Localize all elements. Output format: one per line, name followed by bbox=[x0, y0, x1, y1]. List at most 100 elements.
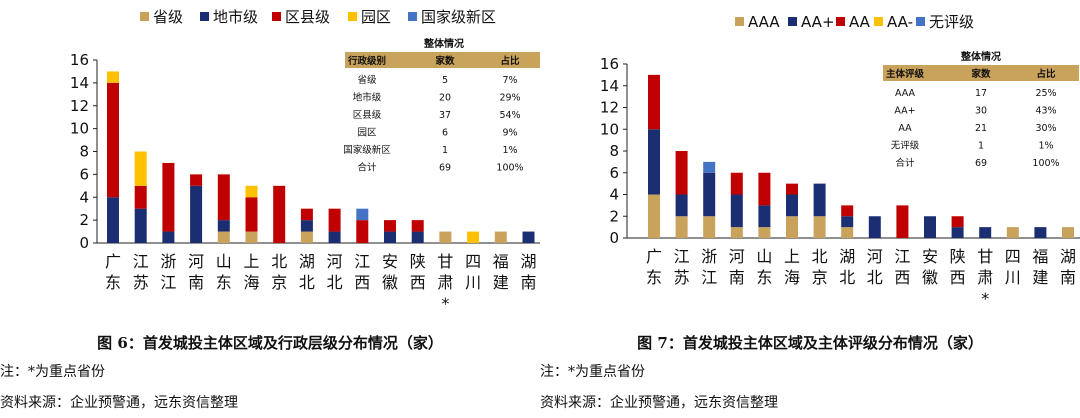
bar-segment bbox=[384, 220, 396, 232]
legend-swatch bbox=[348, 12, 357, 21]
bar-segment bbox=[467, 231, 480, 243]
bar-segment bbox=[951, 216, 964, 228]
bar-segment bbox=[979, 227, 992, 238]
table-cell: 1% bbox=[502, 145, 517, 156]
y-tick-label: 10 bbox=[70, 120, 89, 138]
bar-segment bbox=[190, 185, 203, 243]
x-tick-label: 上 bbox=[243, 252, 259, 271]
x-tick-label: 东 bbox=[105, 273, 121, 292]
bar-segment bbox=[896, 205, 909, 238]
legend-label: AA- bbox=[887, 13, 913, 31]
y-tick-label: 14 bbox=[70, 74, 89, 92]
bar-segment bbox=[134, 151, 147, 186]
footnote-right: 注：*为重点省份 bbox=[540, 364, 645, 380]
legend-swatch bbox=[140, 12, 149, 21]
bar-segment bbox=[134, 185, 147, 209]
x-tick-label: 徽 bbox=[382, 273, 398, 292]
bar-segment bbox=[841, 205, 854, 217]
chart-credit-rating: 0246810121416广东江苏浙江河南山东上海北京湖北河北江西安徽陕西甘肃*… bbox=[600, 13, 1080, 308]
bar-segment bbox=[675, 216, 688, 238]
bar-segment bbox=[384, 231, 396, 243]
x-tick-label: 河 bbox=[327, 252, 343, 271]
x-tick-label: 北 bbox=[812, 247, 828, 266]
x-tick-label: 江 bbox=[354, 252, 370, 271]
x-tick-label: 南 bbox=[188, 273, 204, 292]
table-cell: 43% bbox=[1035, 106, 1056, 117]
bar-segment bbox=[868, 216, 881, 238]
bar-segment bbox=[813, 183, 826, 217]
bar-segment bbox=[675, 151, 688, 195]
bar-segment bbox=[648, 74, 660, 130]
y-tick-label: 12 bbox=[70, 97, 89, 115]
x-tick-label: 广 bbox=[105, 252, 121, 271]
x-tick-label: 广 bbox=[646, 247, 662, 266]
table-cell: 5 bbox=[442, 75, 448, 86]
y-tick-label: 8 bbox=[79, 143, 89, 161]
table-header-cell: 行政级别 bbox=[347, 55, 386, 67]
bar-segment bbox=[300, 231, 313, 243]
x-tick-label: 江 bbox=[701, 268, 717, 287]
legend-label: 国家级新区 bbox=[421, 8, 496, 26]
legend-label: AAA bbox=[748, 13, 780, 31]
table-cell: 69 bbox=[439, 163, 451, 174]
x-tick-label: 南 bbox=[1060, 268, 1076, 287]
x-tick-label: 徽 bbox=[922, 268, 938, 287]
bar-segment bbox=[328, 231, 341, 243]
bar-segment bbox=[273, 185, 286, 243]
x-tick-label: 湖 bbox=[1060, 247, 1076, 266]
bar-segment bbox=[786, 216, 798, 238]
footnote-left: 注：*为重点省份 bbox=[0, 364, 105, 380]
bar-segment bbox=[1062, 227, 1074, 238]
table-title: 整体情况 bbox=[423, 37, 464, 50]
table-cell: 100% bbox=[496, 163, 523, 174]
table-cell: 29% bbox=[499, 93, 520, 104]
bar-segment bbox=[924, 216, 936, 238]
table-header-cell: 主体评级 bbox=[886, 68, 925, 80]
bar-segment bbox=[411, 220, 424, 232]
table-cell: 1 bbox=[978, 141, 984, 152]
y-tick-label: 16 bbox=[70, 51, 89, 69]
legend-swatch bbox=[272, 12, 281, 21]
x-tick-label: 江 bbox=[674, 247, 690, 266]
bar-segment bbox=[648, 129, 660, 195]
table-cell: 7% bbox=[502, 75, 517, 86]
x-tick-label: 山 bbox=[216, 252, 232, 271]
legend-label: AA+ bbox=[801, 13, 835, 31]
y-tick-label: 12 bbox=[600, 99, 619, 117]
bar-segment bbox=[813, 216, 826, 238]
bar-segment bbox=[107, 197, 119, 243]
bar-segment bbox=[841, 216, 854, 228]
x-tick-label: 安 bbox=[382, 252, 398, 271]
table-cell: 合计 bbox=[357, 162, 377, 174]
legend-label: 区县级 bbox=[285, 8, 330, 26]
table-cell: 69 bbox=[975, 158, 987, 169]
x-tick-label: 北 bbox=[839, 268, 855, 287]
bar-segment bbox=[703, 161, 716, 173]
bar-segment bbox=[190, 174, 203, 186]
bar-segment bbox=[300, 208, 313, 221]
y-tick-label: 16 bbox=[600, 55, 619, 73]
table-header-cell: 占比 bbox=[1036, 68, 1056, 80]
x-tick-label: 海 bbox=[784, 268, 800, 287]
x-tick-label: 西 bbox=[894, 268, 910, 287]
x-tick-label: 西 bbox=[410, 273, 426, 292]
bar-segment bbox=[703, 172, 716, 217]
table-cell: 合计 bbox=[895, 157, 915, 169]
bar-segment bbox=[786, 183, 798, 195]
legend-label: 园区 bbox=[361, 8, 391, 26]
y-tick-label: 6 bbox=[609, 164, 619, 182]
table-cell: 9% bbox=[502, 128, 517, 139]
x-tick-label: 河 bbox=[729, 247, 745, 266]
x-tick-label: 河 bbox=[867, 247, 883, 266]
x-tick-label: 浙 bbox=[701, 247, 717, 266]
source-left: 资料来源：企业预警通，远东资信整理 bbox=[0, 395, 238, 411]
legend-label: 省级 bbox=[153, 8, 183, 26]
table-header-band bbox=[883, 65, 1079, 81]
table-cell: 无评级 bbox=[891, 140, 920, 152]
x-tick-label: 福 bbox=[493, 252, 509, 271]
x-tick-label: 河 bbox=[188, 252, 204, 271]
x-tick-label: * bbox=[981, 289, 989, 308]
x-tick-label: 苏 bbox=[674, 268, 690, 287]
table-header-cell: 家数 bbox=[971, 68, 991, 80]
table-cell: 1 bbox=[442, 145, 448, 156]
